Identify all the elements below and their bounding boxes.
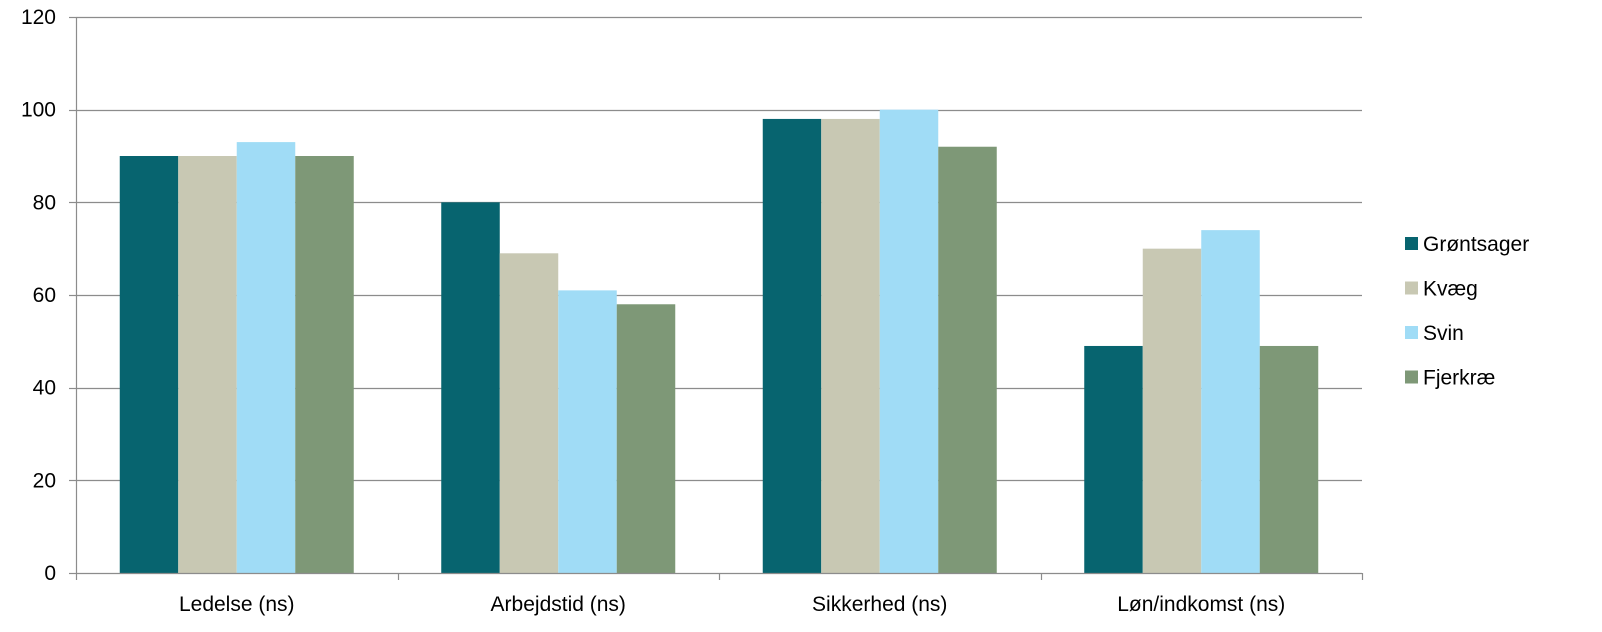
bar — [821, 118, 880, 573]
x-tick-label: Løn/indkomst (ns) — [1117, 593, 1285, 616]
legend-label: Svin — [1423, 322, 1464, 345]
legend-label: Fjerkræ — [1423, 367, 1495, 390]
legend-swatch — [1405, 237, 1418, 250]
bar — [1201, 230, 1260, 573]
legend-label: Kvæg — [1423, 278, 1478, 301]
bar — [499, 253, 559, 574]
y-tick-label: 120 — [21, 6, 56, 29]
bar — [1084, 345, 1143, 573]
legend-swatch — [1405, 281, 1418, 295]
legend-item: Svin — [1405, 322, 1464, 345]
bar — [1259, 345, 1319, 573]
bar — [1142, 248, 1202, 573]
bar — [236, 142, 296, 573]
axes — [69, 16, 1364, 580]
y-tick-label: 100 — [21, 99, 56, 122]
y-tick-label: 40 — [33, 377, 56, 400]
bar — [178, 156, 237, 573]
bars — [119, 109, 1319, 574]
legend-label: Grøntsager — [1423, 233, 1529, 256]
x-tick-labels: Ledelse (ns) Arbejdstid (ns) Sikkerhed (ns… — [179, 593, 1285, 616]
bar — [879, 109, 939, 574]
y-tick-labels: 0 20 40 60 80 100 120 — [21, 6, 56, 585]
bar — [295, 156, 354, 573]
legend-item: Fjerkræ — [1405, 367, 1495, 390]
legend-item: Grøntsager — [1405, 233, 1529, 256]
bar — [938, 146, 997, 573]
x-tick-label: Arbejdstid (ns) — [491, 593, 626, 616]
legend-item: Kvæg — [1405, 278, 1478, 301]
legend: Grøntsager Kvæg Svin Fjerkræ — [1405, 233, 1529, 390]
legend-swatch — [1405, 370, 1418, 384]
y-tick-label: 20 — [33, 469, 56, 492]
x-tick-label: Ledelse (ns) — [179, 593, 295, 616]
bar — [616, 304, 676, 573]
x-tick-label: Sikkerhed (ns) — [812, 593, 947, 616]
bar — [558, 290, 617, 573]
bar — [119, 156, 179, 573]
y-tick-label: 80 — [33, 191, 56, 214]
bar — [441, 202, 500, 574]
bar — [762, 118, 822, 573]
y-tick-label: 60 — [33, 284, 56, 307]
y-tick-label: 0 — [44, 562, 56, 585]
legend-swatch — [1405, 326, 1418, 339]
